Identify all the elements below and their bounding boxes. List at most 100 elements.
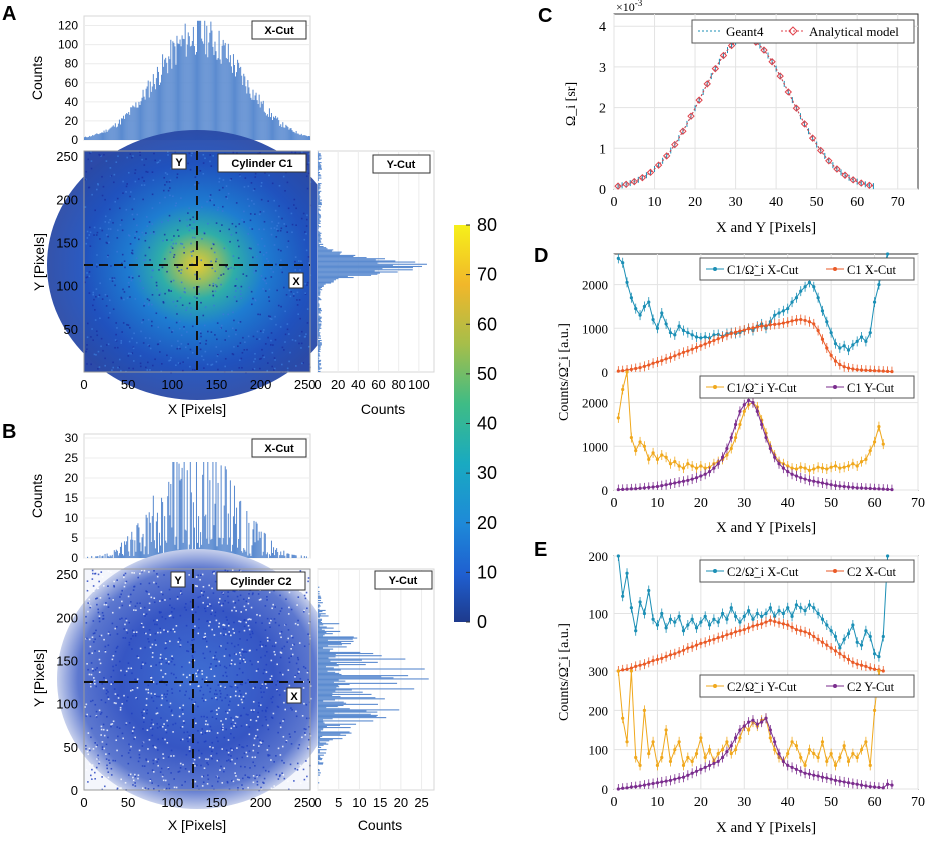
- b-xcut-bar: [96, 556, 98, 558]
- b-heat-pixel: [297, 596, 300, 598]
- a-heat-pixel: [248, 286, 250, 289]
- a-heat-pixel: [235, 290, 237, 292]
- a-heat-pixel: [186, 331, 188, 333]
- a-ycut-bar: [318, 211, 319, 213]
- b-xcut-ytick: 10: [65, 511, 79, 525]
- a-heat-pixel: [145, 216, 148, 218]
- a-heat-pixel: [180, 268, 183, 271]
- b-heat-pixel: [112, 720, 115, 723]
- d-point: [642, 444, 647, 448]
- b-heat-pixel: [157, 749, 159, 751]
- d-point: [864, 339, 868, 344]
- b-heat-pixel: [287, 613, 290, 615]
- b-heat-pixel: [222, 593, 225, 596]
- d-point: [846, 485, 851, 489]
- panel-a-heatmap: Y X Cylinder C1 0 50 100 150 200 250 50100150…: [31, 130, 347, 417]
- a-heat-pixel: [220, 274, 222, 276]
- b-xcut-bar: [97, 556, 99, 558]
- b-heat-pixel: [204, 635, 207, 638]
- a-heat-pixel: [214, 284, 217, 286]
- b-xcut-bar: [181, 467, 183, 558]
- b-heat-pixel: [230, 659, 233, 662]
- a-ycut-bar: [318, 330, 320, 332]
- b-heat-pixel: [89, 774, 92, 777]
- b-heat-pixel: [238, 667, 241, 670]
- d-point: [681, 479, 686, 483]
- b-ycut-bar: [318, 596, 322, 598]
- a-heat-xtick: 100: [161, 377, 183, 392]
- b-heat-pixel: [217, 780, 219, 783]
- a-xcut-bar: [304, 135, 306, 140]
- a-ycut-bar: [318, 258, 385, 260]
- a-heat-pixel: [170, 239, 173, 241]
- a-heat-pixel: [215, 258, 218, 260]
- b-heat-pixel: [229, 760, 232, 763]
- b-heat-pixel: [218, 645, 221, 648]
- e-point: [638, 600, 642, 604]
- a-heat-pixel: [236, 152, 238, 154]
- a-heat-pixel: [216, 285, 218, 288]
- a-heat-pixel: [276, 225, 279, 227]
- b-heat-pixel: [151, 643, 154, 646]
- a-xcut-bar: [271, 120, 274, 140]
- b-heat-pixel: [265, 718, 268, 721]
- e-point: [807, 748, 812, 752]
- a-heat-pixel: [203, 367, 205, 369]
- a-ycut-bar: [318, 188, 320, 190]
- b-heat-pixel: [185, 603, 187, 605]
- a-ycut-bar: [318, 242, 319, 244]
- d-point: [673, 333, 677, 337]
- a-heat-pixel: [217, 206, 220, 209]
- a-heat-pixel: [125, 208, 128, 211]
- colorbar-tick: 60: [477, 314, 497, 334]
- e-point: [859, 643, 864, 647]
- e-point: [777, 752, 781, 756]
- b-heat-pixel: [140, 665, 143, 667]
- a-xcut-bar: [198, 20, 200, 141]
- a-xcut-bar: [223, 45, 225, 140]
- a-heat-pixel: [299, 269, 301, 271]
- b-heat-pixel: [91, 764, 94, 766]
- b-heat-pixel: [245, 621, 248, 624]
- b-heat-pixel: [232, 590, 235, 592]
- d-point: [734, 422, 738, 427]
- a-heat-pixel: [104, 221, 107, 223]
- b-heat-pixel: [266, 636, 269, 639]
- a-heat-pixel: [106, 234, 108, 236]
- a-heat-pixel: [84, 206, 87, 208]
- a-ycut-bar: [318, 321, 322, 323]
- b-xcut-bar: [137, 523, 139, 558]
- a-xcut-bar: [175, 64, 177, 140]
- b-heat-pixel: [206, 620, 208, 622]
- a-heat-pixel: [159, 340, 161, 343]
- b-heat-pixel: [130, 745, 132, 748]
- d-point: [886, 369, 890, 373]
- a-xcut-bar: [135, 102, 137, 140]
- e-point: [864, 664, 868, 669]
- c-point-model: [768, 58, 776, 66]
- b-heat-pixel: [187, 650, 190, 653]
- a-xcut-bar: [295, 130, 297, 140]
- a-heat-pixel: [139, 362, 142, 365]
- b-heat-pixel: [208, 584, 210, 587]
- b-heat-pixel: [212, 592, 215, 594]
- a-heat-pixel: [194, 273, 196, 276]
- a-heat-pixel: [104, 293, 107, 296]
- b-heat-pixel: [188, 746, 191, 748]
- a-heat-pixel: [191, 152, 193, 155]
- b-heat-pixel: [89, 645, 92, 648]
- b-heat-pixel: [94, 668, 97, 671]
- a-heat-pixel: [116, 346, 119, 349]
- a-ycut-bar: [318, 252, 341, 254]
- d-point: [877, 425, 881, 429]
- b-heat-pixel: [234, 663, 236, 666]
- b-xcut-bar: [262, 551, 264, 558]
- b-heat-pixel: [295, 715, 298, 718]
- b-heat-pixel: [134, 782, 136, 784]
- a-heat-pixel: [284, 341, 286, 343]
- d-point: [773, 322, 777, 326]
- a-xcut-bar: [156, 66, 158, 140]
- a-heat-pixel: [252, 368, 255, 371]
- a-heat-pixel: [149, 232, 152, 234]
- b-heat-pixel: [89, 749, 91, 752]
